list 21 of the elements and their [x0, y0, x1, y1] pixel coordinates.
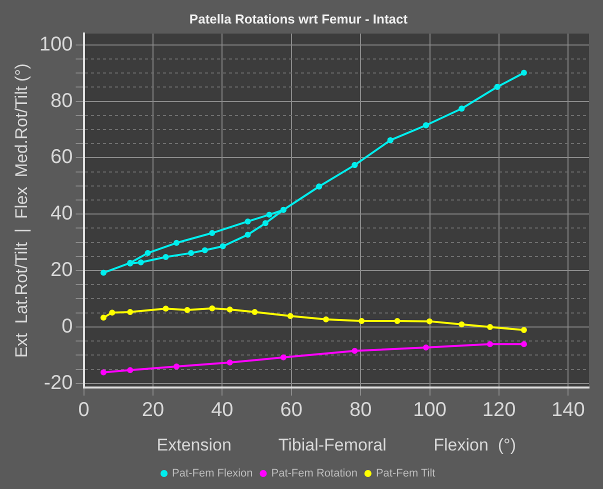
x-tick-label: 120: [482, 399, 516, 422]
x-tick-label: 0: [78, 399, 90, 422]
legend-label: Pat-Fem Tilt: [376, 468, 436, 480]
y-tick-label: 60: [50, 146, 73, 168]
y-tick-label: -20: [44, 372, 73, 394]
x-tick-label: 100: [413, 399, 447, 422]
y-tick-label: 0: [62, 315, 73, 338]
y-tick-label: 20: [50, 259, 73, 282]
legend-label: Pat-Fem Rotation: [271, 468, 358, 480]
y-tick-label: 100: [39, 33, 73, 56]
x-tick-label: 60: [280, 399, 303, 422]
legend-label: Pat-Fem Flexion: [172, 468, 253, 480]
x-axis-title: Extension Tibial-Femoral Flexion (°): [156, 435, 516, 454]
chart-title: Patella Rotations wrt Femur - Intact: [189, 11, 408, 26]
y-axis-title: Ext Lat.Rot/Tilt | Flex Med.Rot/Tilt (°): [12, 63, 31, 358]
x-tick-label: 20: [142, 399, 164, 422]
x-tick-label: 40: [211, 399, 234, 422]
y-tick-label: 80: [50, 90, 73, 112]
x-tick-label: 140: [552, 399, 585, 422]
x-tick-label: 80: [349, 399, 372, 422]
y-tick-label: 40: [50, 202, 73, 225]
